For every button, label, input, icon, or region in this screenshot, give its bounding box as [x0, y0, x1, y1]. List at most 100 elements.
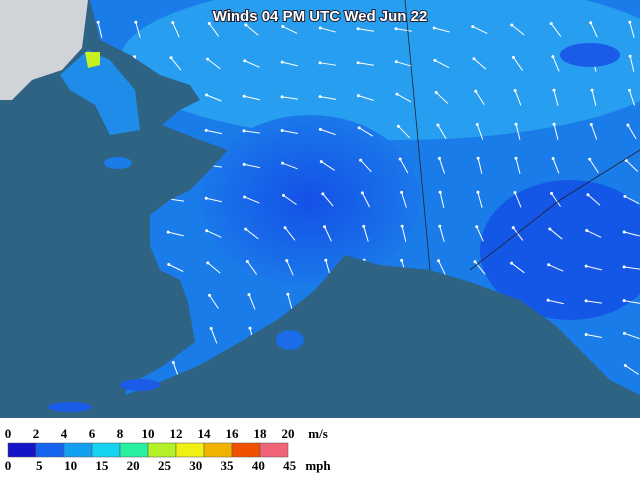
wind-arrow [511, 24, 525, 36]
map-title: Winds 04 PM UTC Wed Jun 22 [213, 8, 428, 25]
wind-arrow [209, 295, 219, 309]
wind-arrow-head [280, 60, 284, 64]
wind-arrow-head [281, 161, 285, 165]
wind-arrow [548, 299, 564, 305]
wind-arrow-head [166, 230, 170, 234]
wind-arrow-head [438, 190, 442, 194]
wind-arrow [434, 27, 450, 33]
wind-arrow [586, 230, 602, 238]
color-swatch [91, 442, 121, 458]
wind-arrow-head [471, 25, 475, 29]
wind-arrow [476, 226, 484, 242]
wind-arrow [282, 130, 298, 134]
wind-arrow [207, 262, 221, 274]
wind-arrow-head [357, 126, 361, 130]
wind-arrow-head [476, 156, 480, 160]
wind-arrow [320, 62, 336, 66]
color-swatch [203, 442, 233, 458]
wind-arrow [245, 228, 259, 240]
mph-tick-label: 25 [158, 458, 172, 473]
wind-arrow-head [283, 226, 287, 230]
wind-arrow-head [244, 227, 248, 231]
wind-arrow-head [626, 123, 630, 127]
wind-arrow-head [206, 57, 210, 61]
wind-arrow [396, 93, 412, 103]
mph-tick-label: 40 [252, 458, 265, 473]
ms-tick-label: 20 [282, 426, 295, 441]
wind-arrow [624, 231, 640, 237]
wind-arrow-head [622, 230, 626, 234]
wind-arrow [553, 90, 559, 106]
wind-arrow-head [396, 124, 400, 128]
wind-arrow-head [623, 364, 627, 368]
wind-arrow-head [133, 55, 137, 59]
wind-arrow-head [96, 20, 100, 24]
wind-arrow [438, 260, 446, 276]
wind-arrow-head [585, 229, 589, 233]
wind-arrow [549, 228, 563, 240]
ms-tick-label: 12 [170, 426, 183, 441]
wind-arrow [401, 226, 407, 242]
wind-arrow [135, 22, 141, 38]
wind-arrow-head [247, 293, 251, 297]
wind-arrow-head [318, 26, 322, 30]
wind-arrow-head [475, 225, 479, 229]
wind-arrow-head [549, 22, 553, 26]
wind-arrow [586, 265, 602, 271]
wind-arrow [208, 23, 220, 37]
wind-arrow-head [400, 258, 404, 262]
ms-tick-label: 18 [254, 426, 268, 441]
island [120, 379, 160, 391]
wind-arrow [439, 192, 445, 208]
wind-arrow [552, 158, 560, 174]
wind-arrow [624, 266, 640, 270]
wind-arrow [97, 22, 103, 38]
mph-tick-label: 45 [283, 458, 297, 473]
wind-arrow-head [590, 88, 594, 92]
wind-arrow [627, 124, 637, 140]
wind-arrow-head [584, 299, 588, 303]
seward-peninsula-west [60, 50, 140, 135]
wind-arrow [586, 333, 602, 339]
wind-arrow-head [476, 190, 480, 194]
wind-arrow [396, 61, 412, 67]
wind-arrow-head [473, 260, 477, 264]
island [276, 330, 304, 350]
wind-arrow-head [589, 122, 593, 126]
wind-arrow [624, 300, 640, 304]
wind-arrow-head [622, 331, 626, 335]
wind-arrow-head [589, 21, 593, 25]
wind-arrow-head [321, 192, 325, 196]
border [469, 149, 640, 271]
wind-arrow [358, 95, 374, 101]
mph-tick-label: 5 [36, 458, 43, 473]
color-swatch [35, 442, 65, 458]
wind-arrow-head [242, 162, 246, 166]
wind-arrow [358, 127, 374, 137]
wind-arrow [590, 124, 598, 140]
wind-arrow-head [171, 360, 175, 364]
wind-arrow [206, 230, 222, 238]
wind-arrow [282, 26, 298, 34]
wind-arrow-head [584, 264, 588, 268]
wind-arrow [551, 193, 561, 207]
color-swatch [63, 442, 93, 458]
wind-arrow-head [514, 122, 518, 126]
wind-arrow-head [280, 129, 284, 133]
ms-tick-label: 6 [89, 426, 96, 441]
wind-arrow-head [248, 326, 252, 330]
wind-arrow [287, 294, 293, 310]
wind-arrow-head [245, 260, 249, 264]
wind-arrow-head [551, 157, 555, 161]
wind-arrow-head [400, 190, 404, 194]
wind-arrow [589, 158, 599, 174]
wind-arrow [325, 260, 331, 276]
wind-arrow-head [513, 191, 517, 195]
wind-arrow-head [511, 55, 515, 59]
wind-arrow-head [547, 263, 551, 267]
wind-arrow-head [551, 55, 555, 59]
wind-arrow [361, 192, 371, 208]
wind-arrow [398, 125, 410, 139]
ms-tick-label: 14 [198, 426, 212, 441]
